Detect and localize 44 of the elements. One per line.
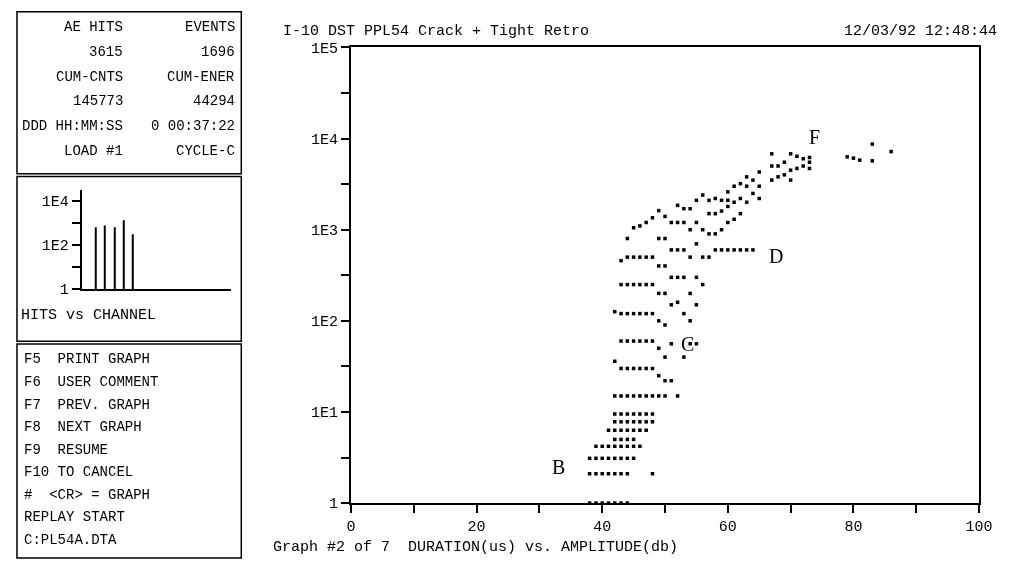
text: F7 PREV. GRAPH [24, 397, 151, 413]
x-tick-label: 40 [593, 519, 612, 537]
text: CUM-CNTS [56, 69, 124, 85]
x-tick-label: 20 [467, 519, 486, 537]
annotation: B [552, 456, 566, 478]
text: F8 NEXT GRAPH [24, 419, 142, 435]
y-tick-label: 1E2 [310, 314, 338, 332]
y-tick-label: 1 [328, 496, 338, 514]
text: 12/03/92 12:48:44 [844, 23, 998, 40]
chart-title: I-10 DST PPL54 Crack + Tight Retro [283, 23, 590, 40]
y-tick-label: 1E5 [310, 40, 338, 58]
text: CUM-ENER [167, 69, 235, 85]
text: F9 RESUME [24, 442, 109, 458]
y-tick-label: 1E1 [310, 405, 338, 423]
text: DDD HH:MM:SS [22, 118, 123, 134]
text: 44294 [193, 93, 236, 109]
x-tick-label: 100 [965, 519, 993, 537]
x-axis-title: HITS vs CHANNEL [21, 307, 157, 324]
y-tick-label: 1E2 [41, 238, 69, 256]
text: F5 PRINT GRAPH [24, 351, 151, 367]
text: # <CR> = GRAPH [24, 487, 151, 503]
x-tick-label: 80 [844, 519, 863, 537]
x-tick-label: 60 [718, 519, 737, 537]
y-tick-label: 1E3 [310, 222, 338, 240]
text: F6 USER COMMENT [24, 374, 159, 390]
x-tick-label: 0 [346, 519, 356, 537]
x-axis-title: Graph #2 of 7 DURATION(us) vs. AMPLITUDE(db) [273, 539, 679, 556]
annotation: C [681, 333, 695, 355]
text: 145773 [73, 93, 124, 109]
text: 1696 [201, 44, 235, 60]
text: F10 TO CANCEL [24, 464, 134, 480]
text: LOAD #1 [64, 143, 123, 159]
text: 3615 [89, 44, 123, 60]
y-tick-label: 1 [59, 282, 69, 300]
y-tick-label: 1E4 [310, 131, 338, 149]
text: CYCLE-C [176, 143, 235, 159]
text: EVENTS [185, 19, 236, 35]
y-tick-label: 1E4 [41, 193, 69, 211]
text: REPLAY START [24, 509, 125, 525]
text: C:PL54A.DTA [24, 532, 118, 548]
annotation: F [809, 126, 821, 148]
text: AE HITS [64, 19, 123, 35]
text: 0 00:37:22 [151, 118, 236, 134]
annotation: D [769, 245, 784, 267]
